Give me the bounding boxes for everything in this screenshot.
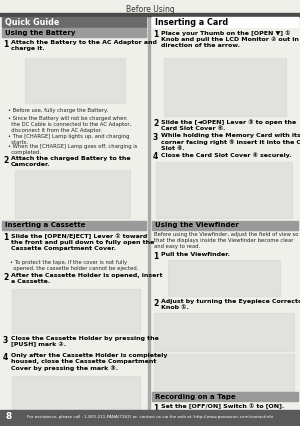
Text: For assistance, please call : 1-800-211-PANA(7262) or, contact us via the web at: For assistance, please call : 1-800-211-… — [27, 415, 273, 419]
Bar — [156, 162, 292, 218]
Text: • Since the Battery will not be charged when
  the DC Cable is connected to the : • Since the Battery will not be charged … — [8, 116, 131, 133]
Text: 1: 1 — [3, 233, 8, 242]
Bar — [12, 376, 140, 414]
Text: Using the Viewfinder: Using the Viewfinder — [155, 222, 239, 228]
Text: Set the [OFF/ON] Switch ① to [ON].: Set the [OFF/ON] Switch ① to [ON]. — [161, 404, 284, 409]
Text: Adjust by turning the Eyepiece Corrector
Knob ①.: Adjust by turning the Eyepiece Corrector… — [161, 299, 300, 310]
Bar — [12, 289, 140, 333]
Text: 4: 4 — [153, 152, 158, 161]
Text: • When the [CHARGE] Lamp goes off, charging is
  completed.: • When the [CHARGE] Lamp goes off, charg… — [8, 144, 137, 155]
Text: 2: 2 — [153, 299, 158, 308]
Text: Pull the Viewfinder.: Pull the Viewfinder. — [161, 252, 230, 257]
Bar — [148, 17, 150, 412]
Bar — [0, 13, 300, 16]
Text: • The [CHARGE] Lamp lights up, and charging
  starts.: • The [CHARGE] Lamp lights up, and charg… — [8, 134, 130, 145]
Text: 3: 3 — [153, 133, 158, 142]
Text: 1: 1 — [153, 252, 158, 261]
Text: 3: 3 — [3, 336, 8, 345]
Text: • Before use, fully charge the Battery.: • Before use, fully charge the Battery. — [8, 108, 108, 113]
Text: After the Cassette Holder is opened, insert
a Cassette.: After the Cassette Holder is opened, ins… — [11, 273, 163, 284]
Text: 1: 1 — [153, 404, 158, 413]
Text: Quick Guide: Quick Guide — [5, 18, 59, 27]
Text: Recording on a Tape: Recording on a Tape — [155, 394, 236, 400]
Text: Slide the [OPEN/EJECT] Lever ① toward
the front and pull down to fully open the
: Slide the [OPEN/EJECT] Lever ① toward th… — [11, 233, 154, 251]
Text: Before Using: Before Using — [126, 5, 174, 14]
Bar — [152, 17, 298, 27]
Text: Before using the Viewfinder, adjust the field of view so
that the displays insid: Before using the Viewfinder, adjust the … — [154, 232, 298, 249]
Bar — [25, 58, 125, 103]
Text: Slide the [◄OPEN] Lever ③ to open the
Card Slot Cover ④.: Slide the [◄OPEN] Lever ③ to open the Ca… — [161, 119, 296, 131]
Text: • To protect the tape, if the cover is not fully
  opened, the cassette holder c: • To protect the tape, if the cover is n… — [10, 260, 138, 271]
Bar — [0, 410, 300, 426]
Bar — [2, 28, 146, 37]
Text: 2: 2 — [153, 119, 158, 128]
Text: Inserting a Cassette: Inserting a Cassette — [5, 222, 85, 228]
Text: Attach the charged Battery to the
Camcorder.: Attach the charged Battery to the Camcor… — [11, 156, 130, 167]
Bar — [154, 354, 294, 392]
Text: Inserting a Card: Inserting a Card — [155, 18, 228, 27]
Text: 1: 1 — [3, 40, 8, 49]
Text: 1: 1 — [153, 30, 158, 39]
Text: 8: 8 — [6, 412, 12, 421]
Text: Close the Cassette Holder by pressing the
[PUSH] mark ②.: Close the Cassette Holder by pressing th… — [11, 336, 159, 348]
Text: 2: 2 — [3, 273, 8, 282]
Text: Attach the Battery to the AC Adaptor and
charge it.: Attach the Battery to the AC Adaptor and… — [11, 40, 157, 51]
Text: 4: 4 — [3, 353, 8, 362]
Text: 2: 2 — [3, 156, 8, 165]
Bar — [152, 392, 298, 401]
Bar — [154, 313, 294, 351]
Bar — [15, 170, 130, 218]
Bar — [2, 17, 146, 27]
Bar — [164, 58, 286, 116]
Bar — [2, 221, 146, 230]
Bar — [152, 221, 298, 230]
Text: Place your Thumb on the [OPEN ▼] ①
Knob and pull the LCD Monitor ② out in the
di: Place your Thumb on the [OPEN ▼] ① Knob … — [161, 30, 300, 49]
Text: Using the Battery: Using the Battery — [5, 29, 76, 35]
Text: Only after the Cassette Holder is completely
housed, close the Cassette Compartm: Only after the Cassette Holder is comple… — [11, 353, 167, 371]
Text: While holding the Memory Card with its cut
corner facing right ⑤ insert it into : While holding the Memory Card with its c… — [161, 133, 300, 151]
Bar — [168, 260, 280, 296]
Text: Close the Card Slot Cover ④ securely.: Close the Card Slot Cover ④ securely. — [161, 152, 292, 158]
